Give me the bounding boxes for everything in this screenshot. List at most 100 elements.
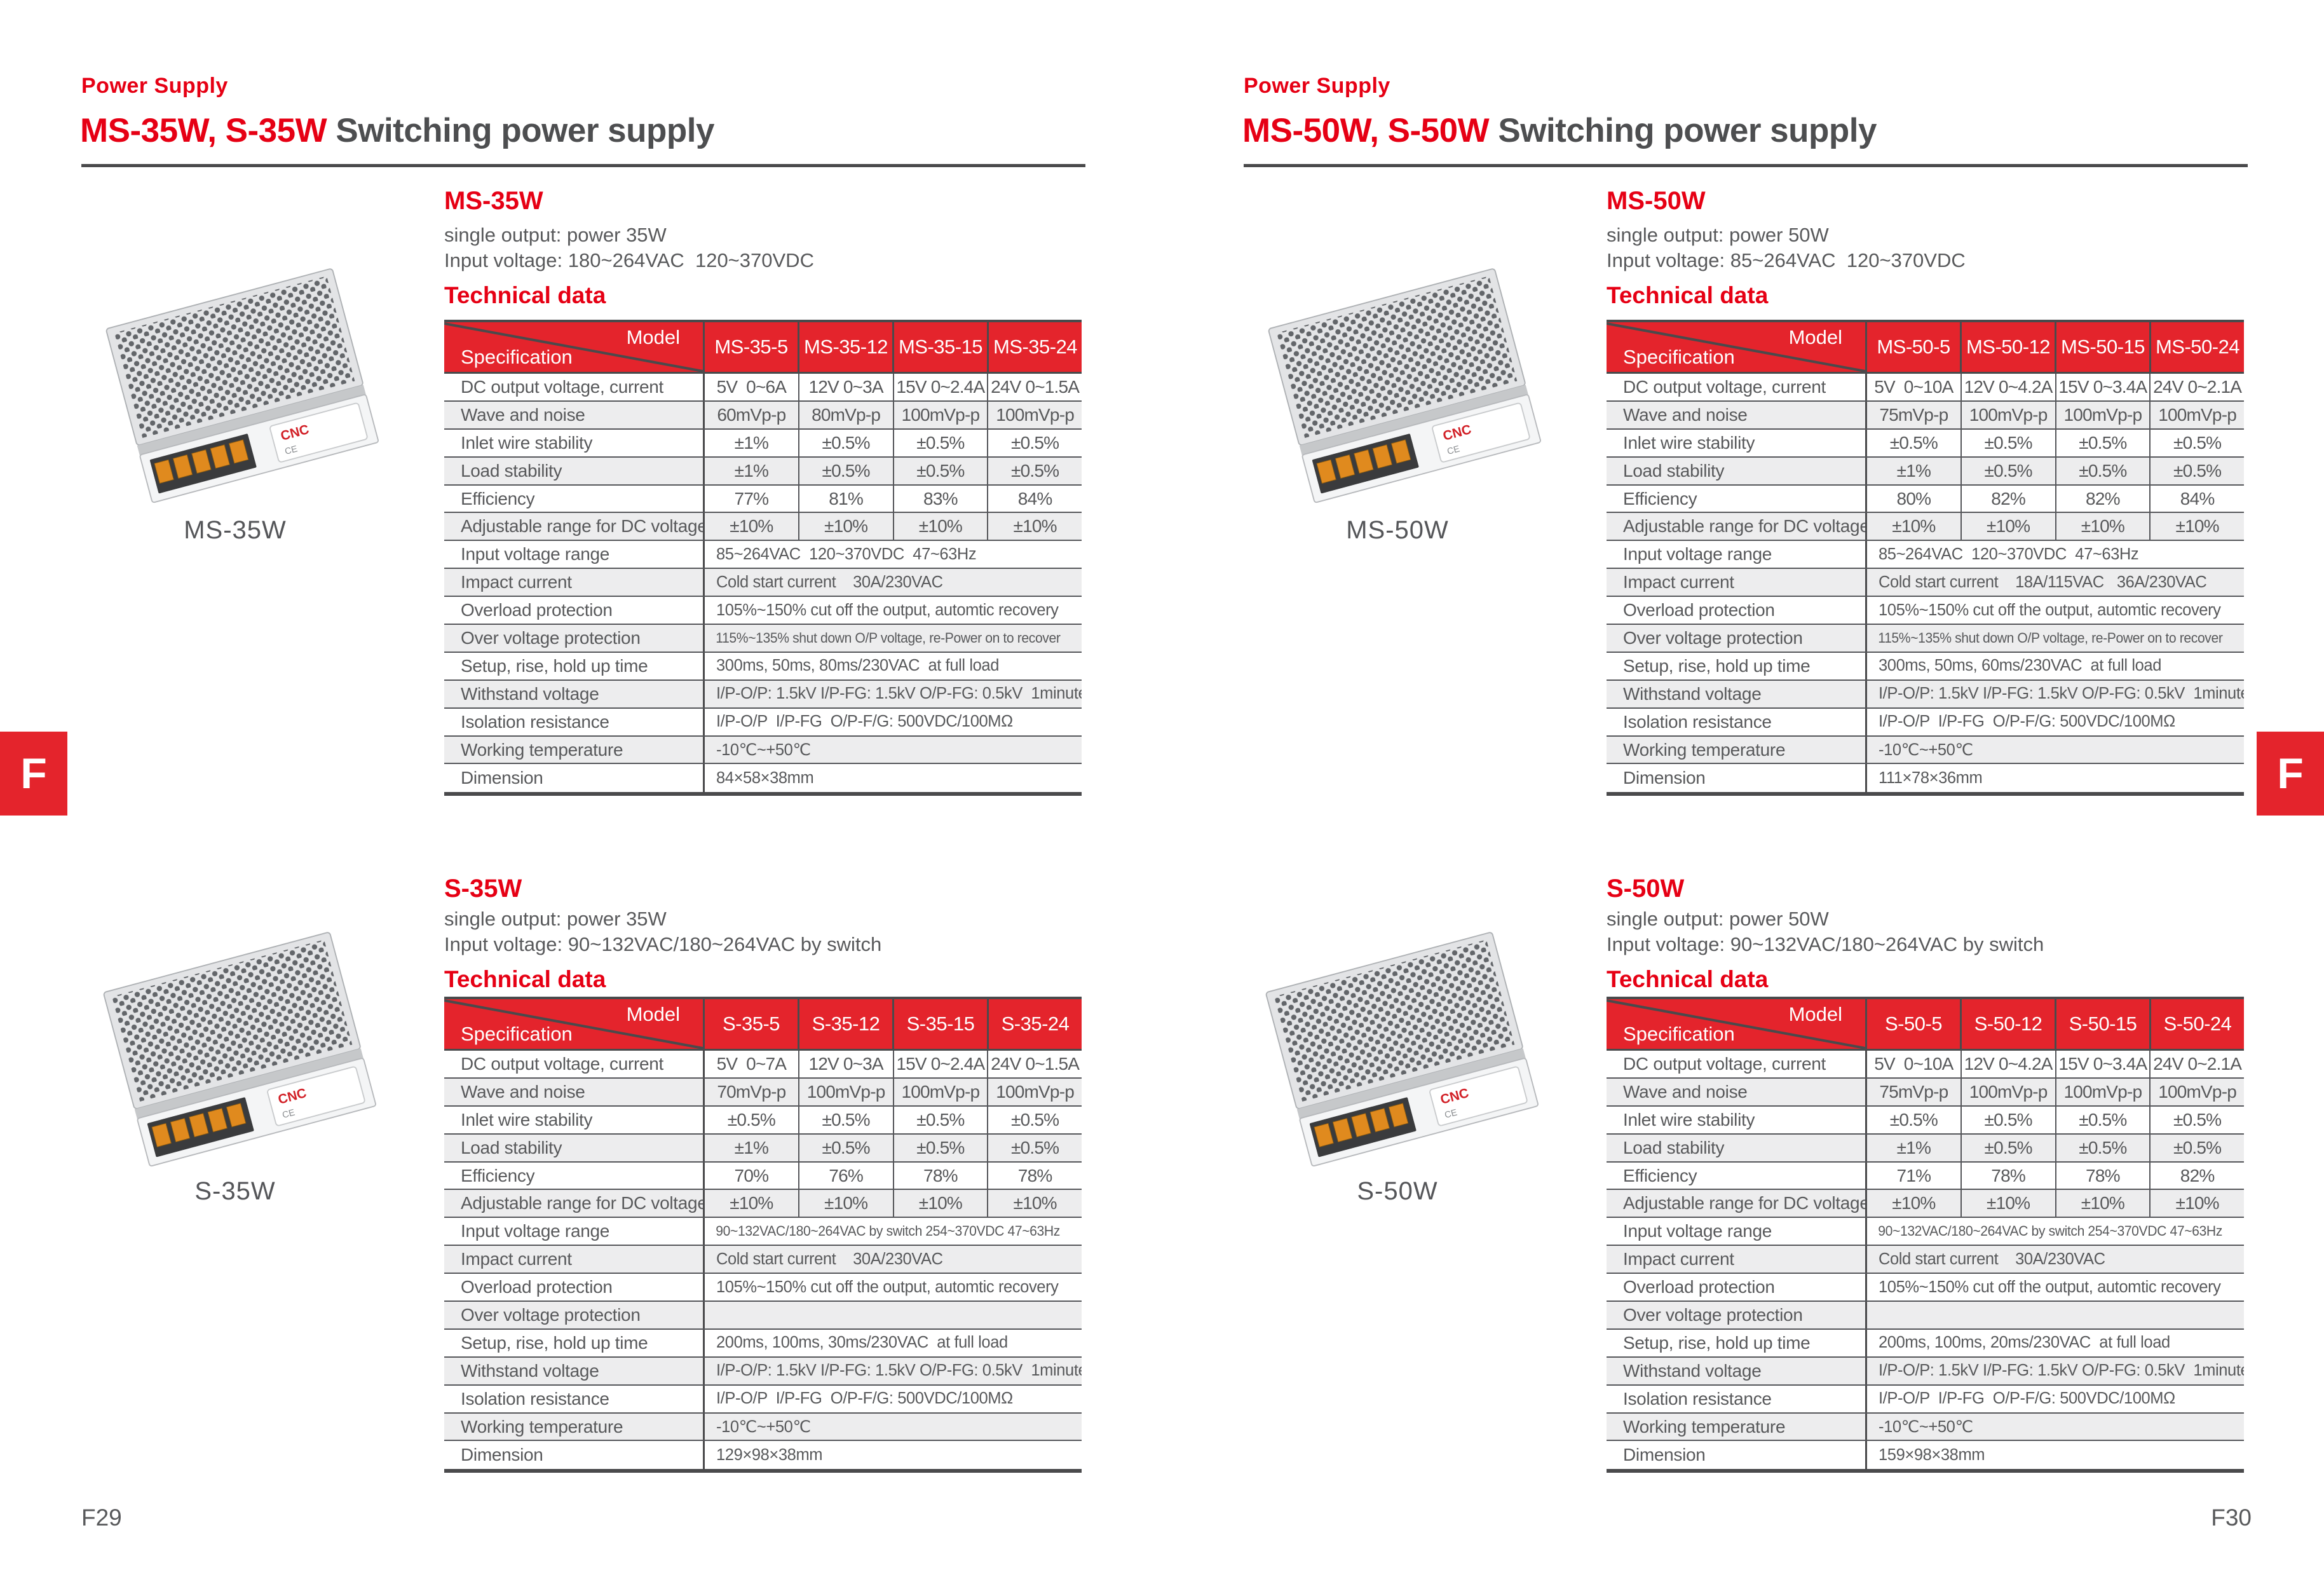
spec-row: Wave and noise 75mVp-p 100mVp-p 100mVp-p…	[1607, 1078, 2244, 1107]
spec-row: Over voltage protection 115%~135% shut d…	[1607, 625, 2244, 653]
spec-span-cell: 200ms, 100ms, 20ms/230VAC at full load	[1879, 1334, 2170, 1352]
product-caption: MS-50W	[1346, 516, 1449, 544]
spec-row: Wave and noise 60mVp-p 80mVp-p 100mVp-p …	[444, 401, 1082, 430]
spec-row: Load stability ±1% ±0.5% ±0.5% ±0.5%	[1607, 457, 2244, 486]
spec-row: Overload protection 105%~150% cut off th…	[444, 1274, 1082, 1302]
psu-terminal	[1372, 444, 1393, 469]
product-input-desc: Input voltage: 90~132VAC/180~264VAC by s…	[444, 933, 882, 955]
spec-value-cell: 24V 0~2.1A	[2153, 376, 2242, 397]
spec-span-cell: -10℃~+50℃	[1879, 741, 1973, 759]
psu-ce-mark: CE	[1446, 444, 1461, 457]
spec-row-label: Wave and noise	[1607, 401, 1867, 428]
corner-model-label: Model	[626, 326, 680, 348]
psu-terminal	[1316, 459, 1336, 484]
spec-value-cell: ±10%	[1867, 513, 1962, 540]
spec-value-cell: 76%	[799, 1162, 894, 1189]
spec-value-cell: ±0.5%	[1867, 1106, 1962, 1133]
spec-row-label: Overload protection	[1607, 597, 1867, 624]
corner-diagonal-line	[1607, 322, 1865, 372]
psu-ce-mark: CE	[1444, 1107, 1458, 1121]
psu-terminal	[151, 1123, 172, 1147]
spec-row-label: Impact current	[1607, 569, 1867, 596]
spec-row-label: Efficiency	[444, 485, 705, 512]
psu-terminal	[1388, 1103, 1409, 1128]
spec-row-label: Inlet wire stability	[444, 1106, 705, 1133]
spec-value-cell: ±0.5%	[2173, 432, 2222, 453]
psu-vent-holes	[114, 276, 355, 438]
spec-span-cell: 300ms, 50ms, 80ms/230VAC at full load	[716, 657, 999, 675]
power-supply-photo: CNC CE	[105, 268, 379, 503]
psu-vent-holes	[1277, 276, 1518, 438]
spec-row-label: Load stability	[444, 457, 705, 484]
spec-value-cell: 71%	[1867, 1162, 1962, 1189]
spec-row-label: Over voltage protection	[444, 625, 705, 652]
product-output-desc: single output: power 35W	[444, 908, 667, 930]
table-header-row: Model Specification S-35-5 S-35-12 S-35-…	[444, 999, 1082, 1051]
model-column-header: S-50-15	[2056, 999, 2151, 1049]
spec-value-cell: ±10%	[2056, 513, 2151, 540]
spec-value-cell: ±10%	[2056, 1190, 2151, 1217]
spec-value-cell: 5V 0~10A	[1867, 1051, 1962, 1077]
corner-spec-label: Specification	[1623, 346, 1735, 368]
spec-value-cell: ±0.5%	[1962, 429, 2056, 456]
spec-value-cell: 15V 0~2.4A	[894, 374, 989, 400]
title-divider	[1244, 164, 2248, 167]
model-column-header: MS-50-5	[1867, 322, 1962, 372]
model-column-header: MS-35-24	[993, 336, 1078, 358]
spec-row: Isolation resistance I/P-O/P I/P-FG O/P-…	[1607, 1385, 2244, 1414]
page-title-models: MS-35W, S-35W	[80, 112, 327, 149]
spec-row: Efficiency 70% 76% 78% 78%	[444, 1162, 1082, 1191]
spec-row-label: Impact current	[444, 569, 705, 596]
spec-value-cell: ±0.5%	[2056, 457, 2151, 484]
spec-row: Dimension 159×98×38mm	[1607, 1441, 2244, 1470]
spec-value-cell: ±10%	[2175, 516, 2220, 536]
spec-row-label: Withstand voltage	[444, 680, 705, 707]
spec-row: Efficiency 71% 78% 78% 82%	[1607, 1162, 2244, 1191]
spec-value-cell: ±0.5%	[2173, 1137, 2222, 1157]
spec-row-label: DC output voltage, current	[1607, 1051, 1867, 1077]
model-column-header: MS-35-15	[894, 322, 989, 372]
page-number: F30	[2211, 1505, 2252, 1531]
spec-row-label: Setup, rise, hold up time	[1607, 1329, 1867, 1356]
spec-row-label: Over voltage protection	[1607, 1302, 1867, 1328]
spec-row: Withstand voltage I/P-O/P: 1.5kV I/P-FG:…	[444, 1357, 1082, 1386]
spec-value-cell: 5V 0~7A	[705, 1051, 799, 1077]
psu-terminal	[170, 1117, 191, 1143]
spec-row-label: Working temperature	[1607, 1413, 1867, 1440]
psu-terminal	[154, 459, 174, 484]
spec-value-cell: 100mVp-p	[2056, 1078, 2151, 1105]
technical-data-table: Model Specification MS-35-5 MS-35-12 MS-…	[444, 320, 1082, 796]
psu-vent-holes	[1274, 939, 1515, 1102]
spec-value-cell: 75mVp-p	[1867, 401, 1962, 428]
spec-row-label: Overload protection	[1607, 1274, 1867, 1301]
spec-row: DC output voltage, current 5V 0~10A 12V …	[1607, 374, 2244, 402]
corner-diagonal-line	[444, 999, 703, 1049]
spec-value-cell: ±0.5%	[1962, 1134, 2056, 1161]
model-column-header: S-50-24	[2163, 1013, 2232, 1035]
spec-value-cell: ±10%	[705, 513, 799, 540]
spec-row-label: Wave and noise	[444, 1078, 705, 1105]
spec-row: Load stability ±1% ±0.5% ±0.5% ±0.5%	[444, 1134, 1082, 1163]
spec-row: Overload protection 105%~150% cut off th…	[444, 597, 1082, 625]
spec-value-cell: 80%	[1867, 485, 1962, 512]
spec-row-label: Load stability	[1607, 1134, 1867, 1161]
psu-label	[1429, 1066, 1528, 1126]
spec-row: Dimension 129×98×38mm	[444, 1441, 1082, 1470]
spec-value-cell: ±0.5%	[1011, 432, 1059, 453]
psu-edge	[134, 1048, 364, 1120]
spec-row: Wave and noise 70mVp-p 100mVp-p 100mVp-p…	[444, 1078, 1082, 1107]
spec-row: Input voltage range 85~264VAC 120~370VDC…	[1607, 541, 2244, 570]
spec-value-cell: 24V 0~1.5A	[991, 376, 1080, 397]
spec-value-cell: ±1%	[1867, 1134, 1962, 1161]
spec-row-label: Input voltage range	[1607, 1218, 1867, 1245]
spec-span-cell: 300ms, 50ms, 60ms/230VAC at full load	[1879, 657, 2161, 675]
spec-value-cell: 15V 0~3.4A	[2056, 1051, 2151, 1077]
category-label: Power Supply	[1244, 74, 1390, 98]
product-caption: S-35W	[194, 1177, 276, 1205]
spec-value-cell: ±0.5%	[1011, 460, 1059, 481]
technical-data-heading: Technical data	[1607, 282, 1769, 308]
spec-value-cell: ±0.5%	[894, 457, 989, 484]
spec-span-cell: I/P-O/P: 1.5kV I/P-FG: 1.5kV O/P-FG: 0.5…	[716, 1362, 1082, 1380]
spec-row-label: Inlet wire stability	[1607, 429, 1867, 456]
spec-row: Efficiency 80% 82% 82% 84%	[1607, 485, 2244, 514]
